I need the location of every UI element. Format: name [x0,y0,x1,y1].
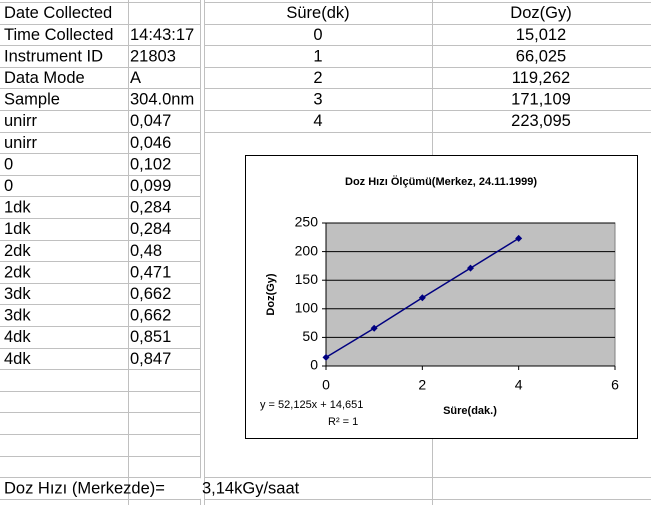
y-tick-label: 150 [295,271,319,287]
cell-text: 0 [4,177,13,195]
cell-text: 0,099 [130,177,171,195]
cell-text: 304.0nm [130,91,194,109]
cell-text: Sample [4,91,60,109]
cell-text: 0,047 [130,112,171,130]
cell-text: 119,262 [512,69,570,87]
cell-text: 0,471 [130,263,171,281]
column-header: Süre(dk) [286,4,349,22]
cell-text: Data Mode [4,69,85,87]
cell-text: 4dk [4,350,31,368]
data-point [418,294,426,302]
cell-text: 2dk [4,263,31,281]
cell-text: A [130,69,141,87]
cell-text: Instrument ID [4,47,103,65]
cell-text: 21803 [130,47,176,65]
x-tick-label: 2 [418,377,426,393]
cell-text: 3 [313,91,322,109]
cell-text: 0,662 [130,285,171,303]
data-point [370,324,378,332]
x-tick-label: 0 [322,377,330,393]
cell-text: 0 [4,155,13,173]
annotation: y = 52,125x + 14,651 [260,399,363,411]
y-tick-label: 250 [295,214,319,230]
y-axis-label: Doz(Gy) [265,273,277,316]
footer-value: 3,14kGy/saat [202,479,300,497]
y-tick-label: 100 [295,300,319,316]
cell-text: 223,095 [511,112,571,130]
cell-text: 2dk [4,242,31,260]
cell-text: 14:43:17 [130,26,194,44]
cell-text: unirr [4,134,38,152]
cell-text: 171,109 [511,91,571,109]
annotation: R² = 1 [328,416,358,428]
cell-text: 0,046 [130,134,171,152]
x-tick-label: 6 [611,377,619,393]
x-axis-label: Süre(dak.) [443,405,497,417]
y-tick-label: 200 [295,242,319,258]
footer-label: Doz Hızı (Merkezde)= [4,479,165,497]
cell-text: 66,025 [516,47,566,65]
data-point [322,353,330,361]
cell-text: 0,662 [130,307,171,325]
chart-title: Doz Hızı Ölçümü(Merkez, 24.11.1999) [345,175,537,188]
y-tick-label: 0 [310,357,318,373]
cell-text: 1dk [4,220,31,238]
data-point [467,264,474,272]
x-tick-label: 4 [515,377,523,393]
column-header: Doz(Gy) [510,4,571,22]
cell-text: 0,102 [130,155,171,173]
cell-text: 0,48 [130,242,162,260]
plot-area [325,222,616,367]
cell-text: 0,284 [130,220,171,238]
cell-text: Date Collected [4,4,112,22]
y-tick-label: 50 [302,328,318,344]
cell-text: 4 [313,112,322,130]
cell-text: 4dk [4,328,31,346]
cell-text: 3dk [4,285,31,303]
cell-text: 0,284 [130,199,171,217]
cell-text: 15,012 [516,26,566,44]
footer-mask [129,478,203,499]
data-point [515,234,523,242]
cell-text: Time Collected [4,26,113,44]
cell-text: 1dk [4,199,31,217]
cell-text: 1 [313,47,322,65]
cell-text: unirr [4,112,38,130]
cell-text: 0,851 [130,328,171,346]
cell-text: 3dk [4,307,31,325]
cell-text: 2 [313,69,322,87]
cell-text: 0,847 [130,350,171,368]
cell-text: 0 [313,26,322,44]
